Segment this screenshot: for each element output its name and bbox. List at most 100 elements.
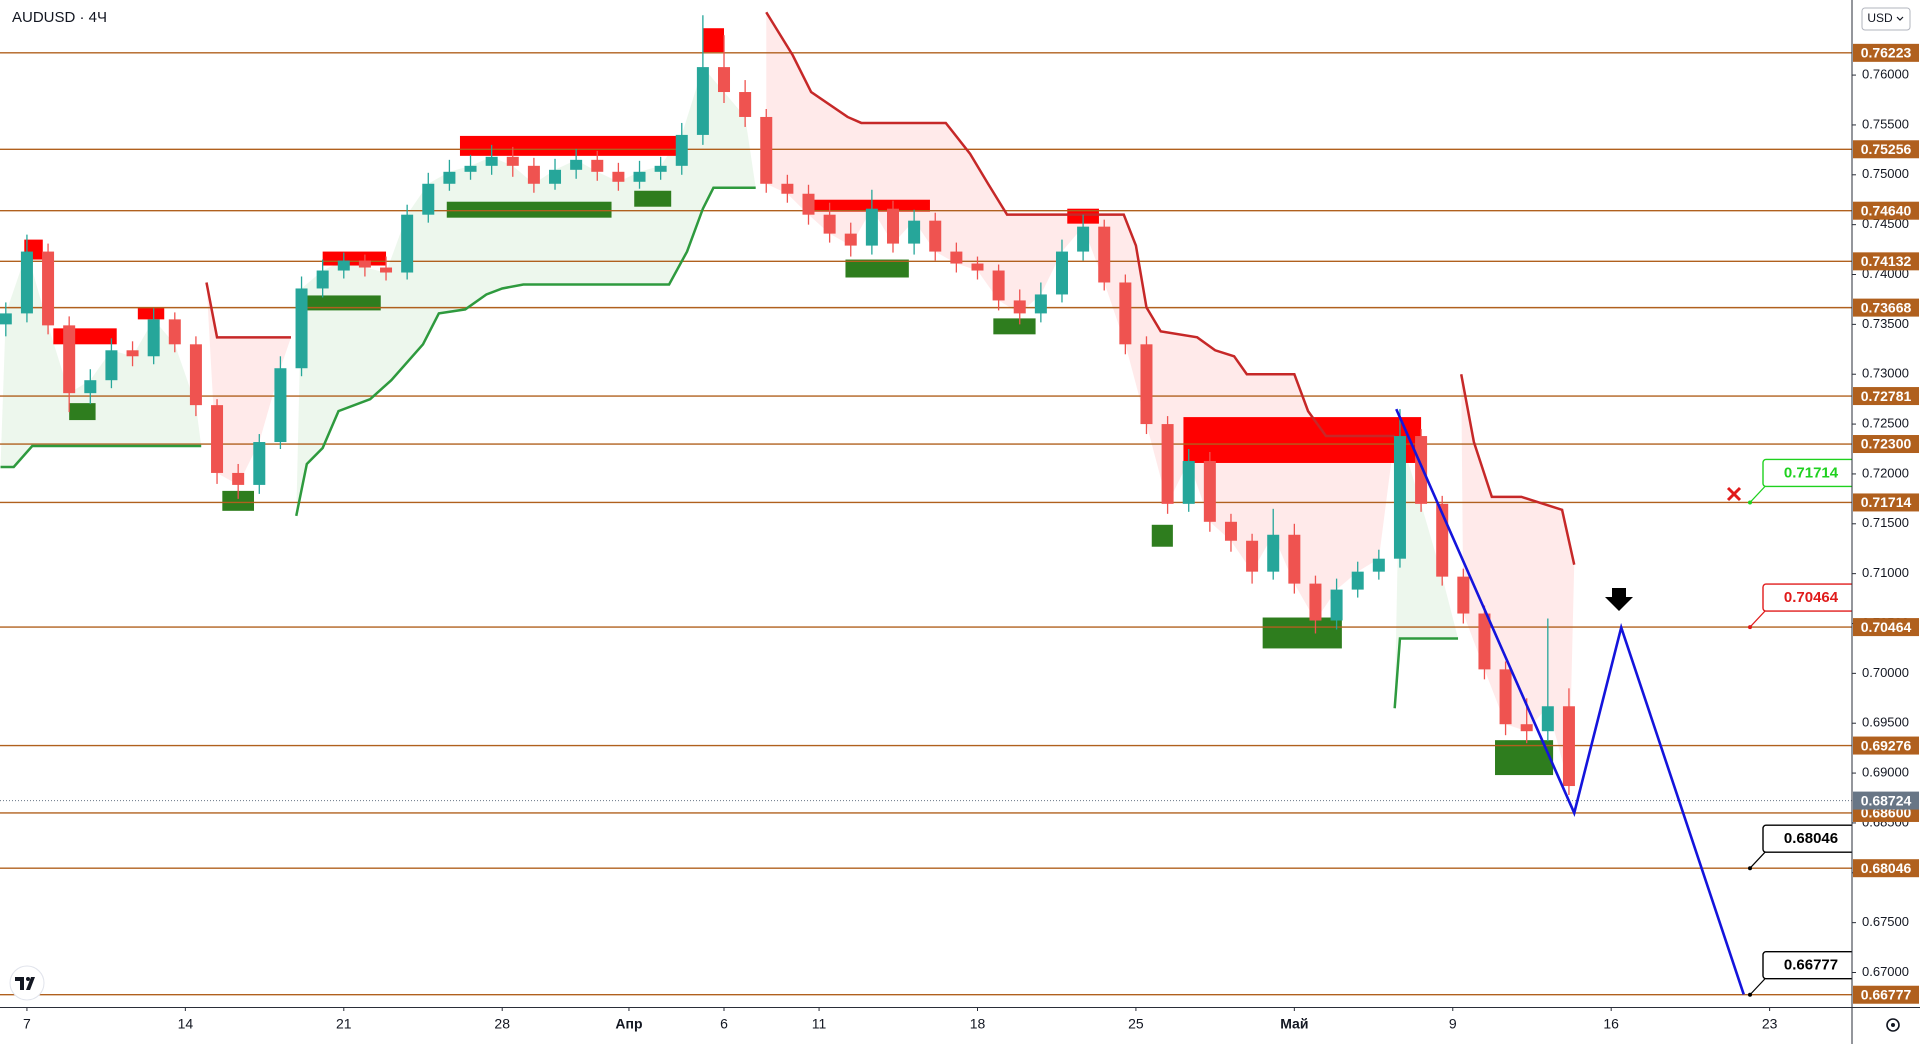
logo-bg	[9, 965, 45, 1001]
candle	[696, 15, 709, 145]
y-tick-label: 0.67000	[1862, 964, 1909, 979]
candle-body	[422, 183, 435, 215]
x-tick-label: 25	[1128, 1016, 1144, 1032]
candle	[1161, 416, 1174, 514]
candle	[760, 108, 773, 193]
candle	[802, 184, 815, 225]
candle	[591, 150, 604, 181]
zone	[634, 190, 672, 207]
candle-body	[971, 263, 984, 271]
candle-body	[1478, 613, 1491, 670]
candle-body	[358, 260, 371, 268]
level-label: 0.74640	[1861, 202, 1912, 218]
level-label-box	[1853, 618, 1919, 637]
candle	[612, 162, 625, 191]
annotation-pointer	[1749, 851, 1766, 869]
candle-body	[1224, 521, 1237, 541]
candle	[527, 157, 540, 193]
candle	[929, 212, 942, 261]
candle	[1330, 578, 1343, 630]
candle-body	[1119, 282, 1132, 345]
candle-body	[84, 380, 97, 394]
candle	[63, 316, 76, 413]
candle-body	[443, 171, 456, 184]
y-tick-label: 0.72500	[1862, 416, 1909, 431]
candle	[401, 204, 414, 280]
candle	[739, 80, 752, 127]
level-label: 0.72300	[1861, 436, 1912, 452]
annotation-anchor	[1748, 992, 1752, 997]
trend-line	[0, 444, 202, 469]
x-tick-label: 14	[178, 1016, 194, 1032]
candle-body	[950, 251, 963, 264]
candle-body	[1351, 571, 1364, 590]
candle	[295, 276, 308, 377]
candle-body	[1288, 534, 1301, 584]
annotation-anchor	[1748, 866, 1752, 871]
x-tick-label: 6	[720, 1016, 728, 1032]
projection-line	[1395, 408, 1745, 995]
candle	[823, 202, 836, 243]
level-label-box	[1853, 736, 1919, 755]
candle	[316, 259, 329, 298]
x-tick-label: 28	[494, 1016, 510, 1032]
chevron	[1896, 16, 1904, 21]
zone	[993, 318, 1036, 335]
level-label: 0.75256	[1861, 141, 1912, 157]
annotation-anchor	[1748, 625, 1752, 630]
candle-body	[1541, 706, 1554, 732]
y-tick-label: 0.72000	[1862, 465, 1909, 480]
candle-body	[380, 267, 393, 273]
annotation-pointer	[1749, 978, 1766, 996]
candle-body	[760, 116, 773, 184]
zone	[322, 251, 387, 266]
candle	[253, 434, 266, 494]
candle-body	[20, 251, 33, 314]
candle-body	[549, 169, 562, 184]
currency-button-box[interactable]	[1861, 7, 1911, 31]
level-label: 0.70464	[1861, 619, 1912, 635]
candle-body	[42, 251, 55, 326]
candle-body	[802, 193, 815, 215]
candle-body	[823, 214, 836, 234]
candle	[1140, 336, 1153, 435]
candle-body	[1055, 251, 1068, 295]
currency-label[interactable]: USD	[1867, 11, 1893, 25]
candle-body	[1309, 583, 1322, 621]
level-label: 0.68046	[1861, 860, 1912, 876]
settings-icon[interactable]	[1886, 1018, 1900, 1032]
gear-ring[interactable]	[1886, 1018, 1900, 1032]
candle-body	[1203, 460, 1216, 522]
candle	[908, 209, 921, 255]
candle-body	[1098, 226, 1111, 283]
gear-hub[interactable]	[1891, 1023, 1895, 1027]
x-tick-label: 9	[1449, 1016, 1457, 1032]
candle	[675, 122, 688, 175]
level-label: 0.73668	[1861, 299, 1912, 315]
candle	[1013, 289, 1026, 325]
y-tick-label: 0.70000	[1862, 665, 1909, 680]
candle	[1182, 449, 1195, 512]
currency-button[interactable]: USD	[1861, 7, 1911, 31]
trend-line	[295, 186, 756, 517]
zone	[1262, 617, 1342, 649]
candle-body	[718, 67, 731, 93]
candle	[506, 146, 519, 177]
y-tick-label: 0.75500	[1862, 116, 1909, 131]
zone	[306, 295, 381, 311]
candle	[1098, 219, 1111, 291]
trend-layer	[0, 11, 1576, 709]
candle	[1541, 618, 1554, 742]
candle-body	[1246, 540, 1259, 572]
candle-body	[105, 350, 118, 381]
candle	[1224, 513, 1237, 552]
candle	[1288, 523, 1301, 594]
candle-body	[1140, 344, 1153, 425]
trend-fill	[0, 251, 202, 467]
candle-body	[0, 313, 12, 325]
trend-line	[205, 282, 291, 339]
candle	[549, 158, 562, 190]
candle-body	[1520, 724, 1533, 732]
